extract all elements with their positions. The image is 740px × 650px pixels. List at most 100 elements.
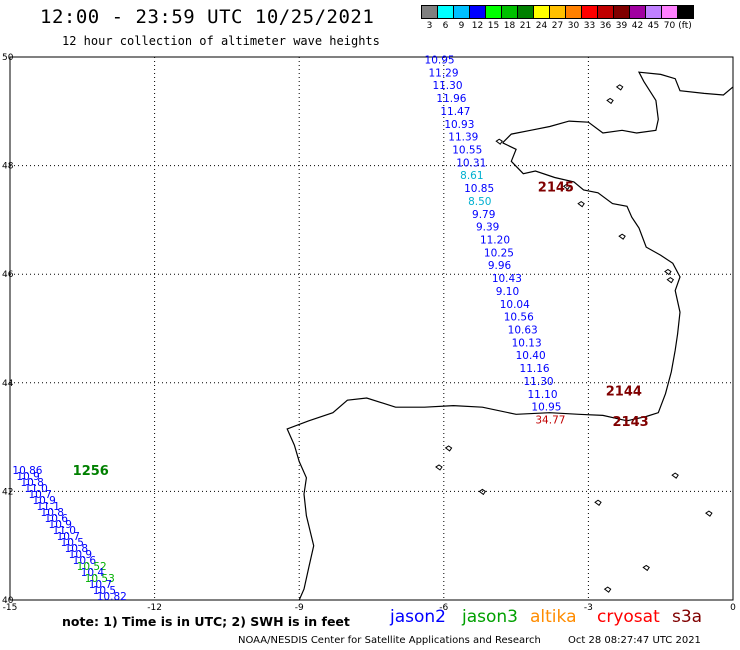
color-swatch-label: 3 bbox=[426, 21, 433, 31]
wave-height-label: 9.96 bbox=[488, 260, 512, 272]
island-outline bbox=[664, 268, 672, 276]
wave-height-label: 10.53 bbox=[85, 573, 115, 585]
color-swatch-label: 36 bbox=[599, 21, 612, 31]
satellite-s3a: s3a bbox=[672, 607, 703, 627]
island-outline bbox=[478, 488, 487, 496]
wave-height-label: 10.95 bbox=[531, 402, 561, 414]
wave-height-label: 10.9 bbox=[32, 495, 55, 507]
wave-height-label: 10.9 bbox=[16, 471, 39, 483]
lat-tick-label: 46 bbox=[2, 270, 14, 280]
wave-height-label: 8.50 bbox=[468, 196, 491, 208]
wave-height-label: 10.7 bbox=[89, 579, 112, 591]
wave-height-label: 10.63 bbox=[508, 325, 538, 337]
wave-height-label: 8.61 bbox=[460, 170, 483, 182]
wave-height-label: 11.20 bbox=[480, 235, 510, 247]
color-legend bbox=[421, 5, 694, 19]
wave-height-label: 10.7 bbox=[57, 531, 80, 543]
wave-height-label: 11.10 bbox=[527, 389, 557, 401]
wave-height-label: 11.47 bbox=[440, 106, 470, 118]
lat-tick-label: 42 bbox=[2, 487, 13, 497]
lon-tick-label: -3 bbox=[584, 603, 593, 613]
color-legend-unit: (ft) bbox=[678, 21, 692, 31]
wave-height-label: 10.7 bbox=[28, 489, 51, 501]
pass-time-label: 2145 bbox=[538, 181, 574, 196]
wave-height-label: 10.8 bbox=[20, 477, 43, 489]
wave-height-label: 10.5 bbox=[93, 585, 116, 597]
lat-tick-label: 44 bbox=[2, 379, 14, 389]
generation-timestamp: Oct 28 08:27:47 UTC 2021 bbox=[568, 635, 701, 646]
color-swatch-label: 12 bbox=[471, 21, 484, 31]
island-outline bbox=[444, 445, 453, 452]
wave-height-label: 10.9 bbox=[49, 519, 72, 531]
wave-height-label: 10.95 bbox=[425, 55, 455, 67]
wave-height-label: 10.52 bbox=[77, 561, 107, 573]
satellite-altika: altika bbox=[530, 607, 577, 627]
color-swatch-label: 39 bbox=[615, 21, 628, 31]
wave-height-label: 10.04 bbox=[500, 299, 530, 311]
page-subtitle: 12 hour collection of altimeter wave hei… bbox=[62, 34, 380, 48]
wave-height-label: 11.0 bbox=[24, 483, 47, 495]
island-outline bbox=[603, 586, 612, 593]
color-swatch-label: 21 bbox=[519, 21, 532, 31]
island-outline bbox=[606, 97, 614, 105]
wave-height-label: 10.85 bbox=[464, 183, 494, 195]
coastline-channel bbox=[502, 71, 734, 144]
color-swatch-label: 27 bbox=[551, 21, 564, 31]
map-frame bbox=[9, 56, 734, 601]
page-title: 12:00 - 23:59 UTC 10/25/2021 bbox=[40, 6, 375, 28]
lon-tick-label: -6 bbox=[439, 603, 448, 613]
color-swatch-label: 30 bbox=[567, 21, 580, 31]
wave-height-label: 11.16 bbox=[520, 363, 550, 375]
footnote: note: 1) Time is in UTC; 2) SWH is in fe… bbox=[62, 614, 350, 629]
wave-height-label: 10.25 bbox=[484, 247, 514, 259]
wave-height-label: 11.30 bbox=[432, 80, 462, 92]
island-outline bbox=[666, 277, 675, 284]
wave-height-label: 10.82 bbox=[97, 591, 127, 603]
wave-height-label: 10.4 bbox=[81, 567, 105, 579]
color-swatch-label: 70 bbox=[663, 21, 676, 31]
wave-height-label: 11.96 bbox=[436, 93, 466, 105]
wave-height-label: 10.56 bbox=[504, 312, 534, 324]
credit-text: NOAA/NESDIS Center for Satellite Applica… bbox=[238, 635, 541, 646]
color-swatch-label: 9 bbox=[458, 21, 465, 31]
wave-height-label: 10.6 bbox=[73, 555, 97, 567]
lon-tick-label: -9 bbox=[295, 603, 304, 613]
wave-height-label: 10.8 bbox=[41, 507, 64, 519]
island-outline bbox=[577, 201, 585, 208]
island-outline bbox=[642, 564, 650, 572]
island-outline bbox=[594, 499, 602, 506]
satellite-cryosat: cryosat bbox=[597, 607, 660, 627]
pass-time-label: 2144 bbox=[606, 384, 642, 399]
wave-height-label: 11.1 bbox=[37, 501, 60, 513]
wave-height-label: 10.86 bbox=[12, 465, 42, 477]
wave-height-label: 10.6 bbox=[45, 513, 69, 525]
wave-height-label: 10.43 bbox=[492, 273, 522, 285]
island-outline bbox=[615, 84, 624, 91]
color-swatch-label: 42 bbox=[631, 21, 644, 31]
island-outline bbox=[705, 510, 713, 517]
color-swatch-label: 45 bbox=[647, 21, 660, 31]
wave-height-label: 10.55 bbox=[452, 145, 482, 157]
wave-height-label: 10.5 bbox=[61, 537, 84, 549]
wave-height-label: 11.30 bbox=[524, 376, 554, 388]
color-swatch-label: 24 bbox=[535, 21, 548, 31]
wave-height-label: 11.0 bbox=[53, 525, 76, 537]
wave-height-label: 9.39 bbox=[476, 222, 499, 234]
color-swatch-label: 15 bbox=[487, 21, 500, 31]
island-outline bbox=[495, 138, 503, 145]
wave-height-label: 9.79 bbox=[472, 209, 495, 221]
coastline-biscay bbox=[286, 142, 681, 601]
island-outline bbox=[562, 183, 571, 190]
lat-tick-label: 50 bbox=[2, 53, 14, 63]
wave-height-label: 10.40 bbox=[516, 350, 546, 362]
island-outline bbox=[435, 464, 443, 471]
pass-time-label: 2143 bbox=[613, 415, 649, 430]
wave-height-label: 10.31 bbox=[456, 157, 486, 169]
island-outline bbox=[671, 472, 679, 479]
wave-height-label: 10.93 bbox=[444, 119, 474, 131]
lon-tick-label: -12 bbox=[147, 603, 162, 613]
color-swatch-label: 18 bbox=[503, 21, 516, 31]
satellite-jason3: jason3 bbox=[462, 607, 518, 627]
color-swatch-label: 33 bbox=[583, 21, 596, 31]
